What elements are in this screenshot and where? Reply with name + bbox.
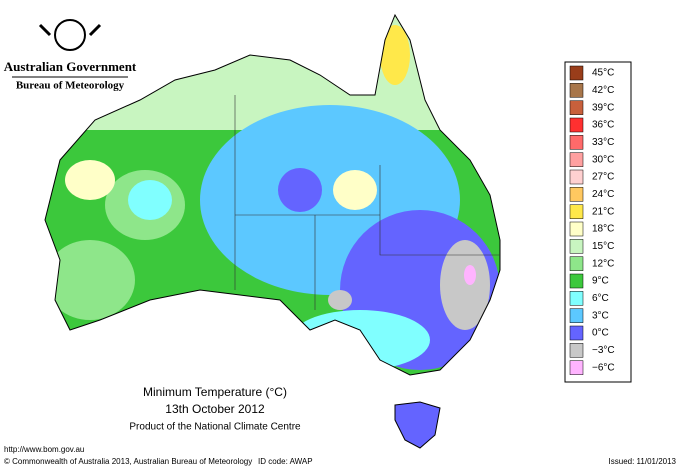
- legend-label: 6°C: [592, 293, 609, 304]
- legend-swatch: [569, 256, 584, 271]
- legend-label: 3°C: [592, 310, 609, 321]
- legend-label: 36°C: [592, 120, 614, 131]
- legend-swatch: [569, 273, 584, 289]
- legend-label: 18°C: [592, 224, 614, 235]
- footer-id: ID code: AWAP: [258, 457, 313, 466]
- legend-swatch: [569, 100, 584, 115]
- legend-swatch: [569, 360, 584, 375]
- legend-label: 15°C: [592, 241, 614, 252]
- legend-label: −3°C: [592, 345, 615, 356]
- australia-map: [44, 13, 501, 449]
- legend-label: 30°C: [592, 154, 614, 165]
- legend-label: 39°C: [592, 102, 614, 113]
- legend-label: 24°C: [592, 189, 614, 200]
- bureau-title: Bureau of Meteorology: [16, 80, 125, 92]
- legend-label: 12°C: [592, 258, 614, 269]
- footer-issued: Issued: 11/01/2013: [609, 457, 677, 466]
- footer-copyright: © Commonwealth of Australia 2013, Austra…: [4, 457, 252, 466]
- legend-swatch: [569, 187, 584, 202]
- legend-swatch: [569, 117, 584, 133]
- gov-title: Australian Government: [4, 59, 137, 74]
- legend-label: 9°C: [592, 276, 609, 287]
- legend-swatch: [569, 221, 584, 237]
- legend-swatch: [569, 169, 584, 185]
- legend-swatch: [569, 135, 584, 150]
- legend-label: 0°C: [592, 328, 609, 339]
- legend-swatch: [569, 65, 584, 81]
- legend-label: 45°C: [592, 68, 614, 79]
- legend-swatch: [569, 291, 584, 306]
- caption-source: Product of the National Climate Centre: [129, 422, 301, 433]
- legend-swatch: [569, 343, 584, 358]
- footer-url[interactable]: http://www.bom.gov.au: [4, 445, 84, 454]
- legend: 45°C 42°C 39°C 36°C 33°C 30°C 27°C 24°C 21°C 18°C…: [569, 65, 615, 375]
- legend-label: −6°C: [592, 362, 615, 373]
- caption-date: 13th October 2012: [165, 402, 265, 416]
- legend-swatch: [569, 83, 584, 98]
- logo: [38, 19, 102, 51]
- legend-swatch: [569, 204, 584, 219]
- legend-swatch: [569, 152, 584, 167]
- legend-swatch: [569, 325, 584, 341]
- legend-swatch: [569, 239, 584, 254]
- legend-label: 33°C: [592, 137, 614, 148]
- legend-label: 42°C: [592, 85, 614, 96]
- caption-title: Minimum Temperature (°C): [143, 385, 287, 399]
- legend-swatch: [569, 308, 584, 323]
- legend-label: 27°C: [592, 172, 614, 183]
- legend-label: 21°C: [592, 206, 614, 217]
